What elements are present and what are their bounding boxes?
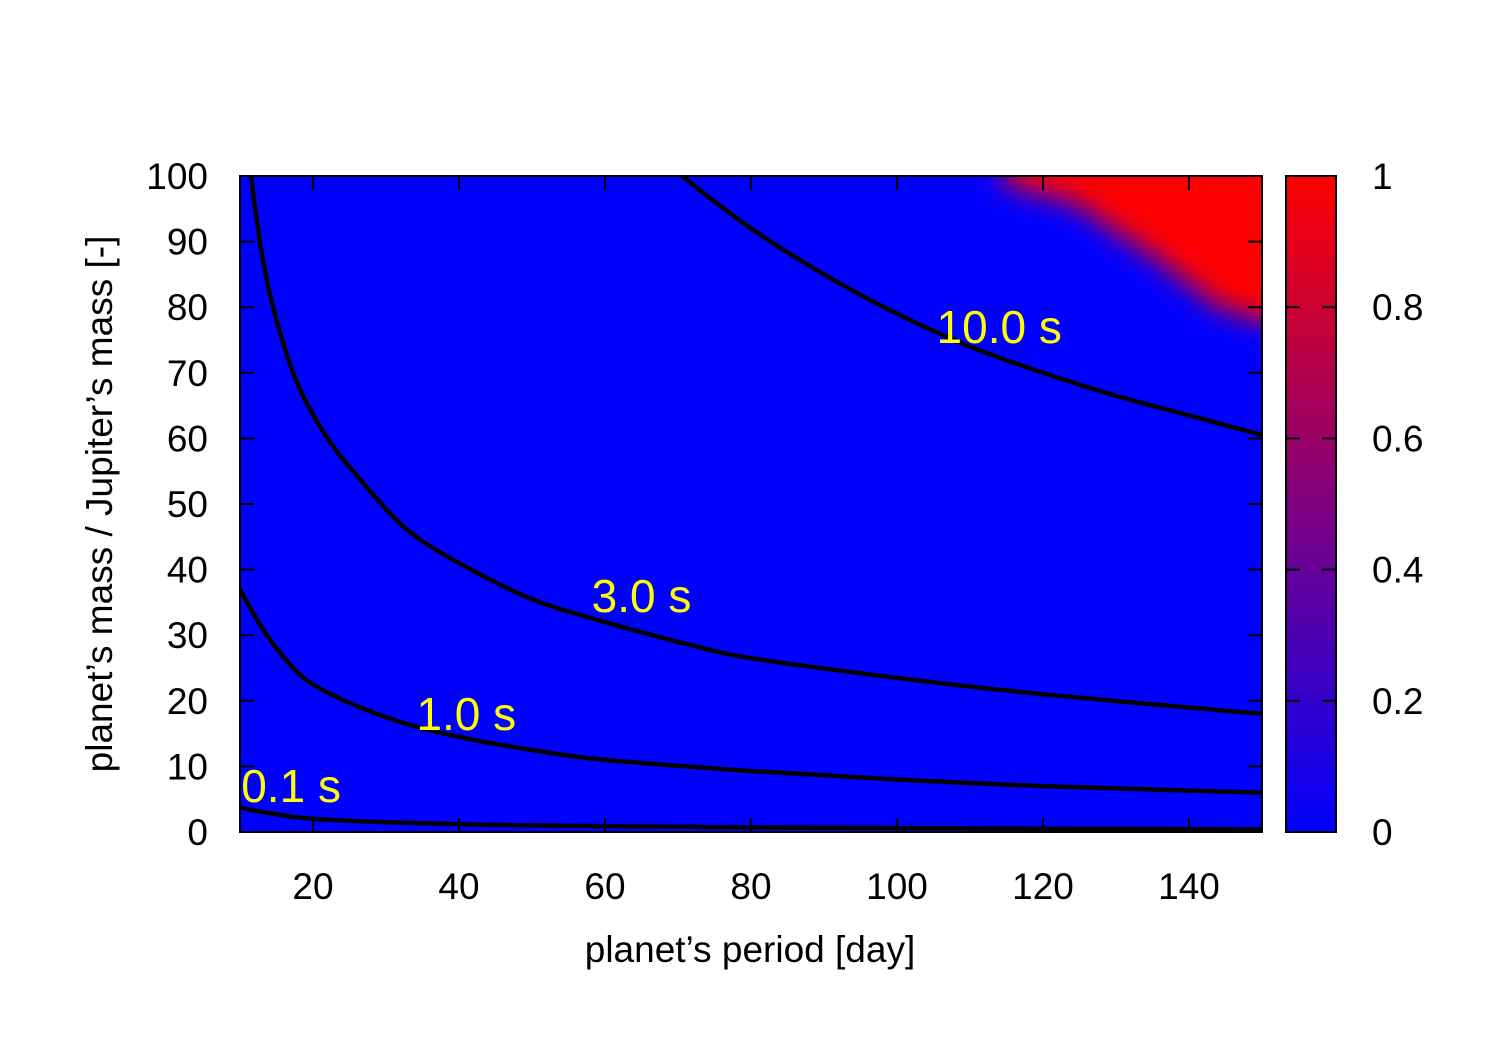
colorbar-tick-label: 0 [1372,812,1393,853]
y-tick-label: 100 [146,156,208,197]
y-tick-label: 90 [167,222,208,263]
colorbar-tick-label: 0.4 [1372,550,1423,591]
y-tick-label: 80 [167,287,208,328]
colorbar [1285,175,1337,833]
y-tick-label: 20 [167,681,208,722]
contour-line-1 [240,588,1262,795]
contour-label-2: 3.0 s [592,570,692,622]
y-tick-label: 10 [167,746,208,787]
contour-line-2 [248,176,1262,717]
contour-label-3: 10.0 s [937,301,1062,353]
contour-label-0: 0.1 s [241,760,341,812]
contour-label-1: 1.0 s [416,688,516,740]
colorbar-tick-label: 1 [1372,156,1393,197]
colorbar-tick-label: 0.8 [1372,287,1423,328]
y-tick-label: 50 [167,484,208,525]
x-tick-label: 60 [584,866,625,907]
x-axis-title: planet’s period [day] [585,929,916,970]
plot-background [240,176,1262,832]
y-tick-label: 0 [187,812,208,853]
y-tick-label: 40 [167,550,208,591]
heat-region [999,176,1262,321]
y-tick-label: 60 [167,418,208,459]
x-tick-label: 120 [1012,866,1074,907]
y-tick-label: 70 [167,353,208,394]
colorbar-tick-label: 0.2 [1372,681,1423,722]
x-tick-label: 40 [438,866,479,907]
y-axis-title: planet’s mass / Jupiter’s mass [-] [79,236,120,773]
x-tick-label: 140 [1158,866,1220,907]
x-tick-label: 80 [730,866,771,907]
y-tick-label: 30 [167,615,208,656]
x-tick-label: 20 [292,866,333,907]
colorbar-tick-label: 0.6 [1372,418,1423,459]
contour-line-3 [680,176,1262,438]
x-tick-label: 100 [866,866,928,907]
